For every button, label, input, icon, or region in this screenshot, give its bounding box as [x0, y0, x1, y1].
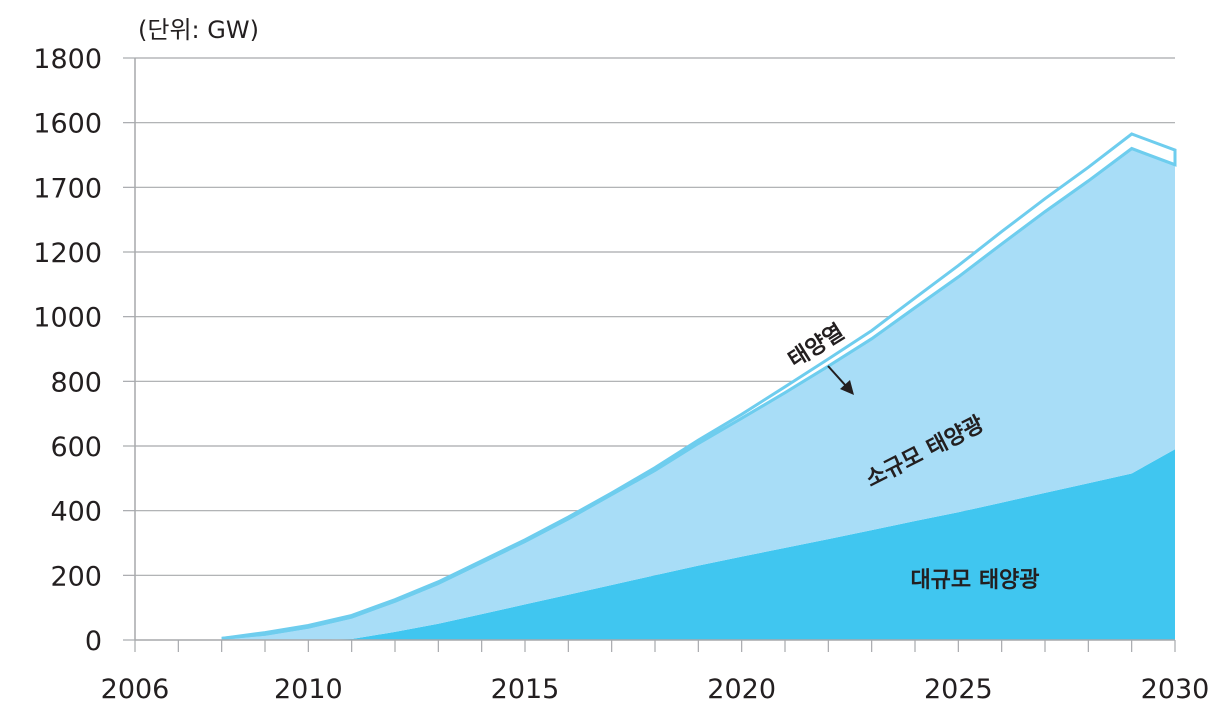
y-tick-label: 1000	[33, 303, 102, 334]
y-tick-labels: 1800 1600 1700 1200 1000 800 600 400 200 0	[33, 44, 102, 657]
y-tick-label: 1800	[33, 44, 102, 75]
y-tick-label: 1700	[33, 173, 102, 204]
y-tick-label: 400	[50, 497, 102, 528]
unit-label: (단위: GW)	[138, 16, 259, 44]
y-tick-label: 0	[85, 626, 102, 657]
axes	[134, 58, 1176, 652]
annotation-arrow-head	[840, 380, 854, 395]
series-areas	[221, 132, 1177, 640]
x-tick-label: 2025	[924, 674, 993, 705]
x-tick-label: 2030	[1141, 674, 1210, 705]
x-tick-label: 2010	[274, 674, 343, 705]
y-tick-label: 600	[50, 432, 102, 463]
area-small-scale-pv	[221, 148, 1175, 640]
x-tick-label: 2006	[101, 674, 170, 705]
y-tick-label: 800	[50, 367, 102, 398]
x-tick-label: 2015	[491, 674, 560, 705]
x-tick-label: 2020	[707, 674, 776, 705]
annotation-arrow-line	[827, 365, 847, 387]
area-large-scale-pv	[221, 449, 1175, 640]
label-large-scale-pv: 대규모 태양광	[910, 568, 1039, 593]
y-tick-label: 1600	[33, 109, 102, 140]
y-tick-label: 1200	[33, 238, 102, 269]
area-solar-thermal	[221, 132, 1177, 640]
x-tick-labels: 2006 2010 2015 2020 2025 2030	[101, 674, 1210, 705]
y-tick-label: 200	[50, 561, 102, 592]
